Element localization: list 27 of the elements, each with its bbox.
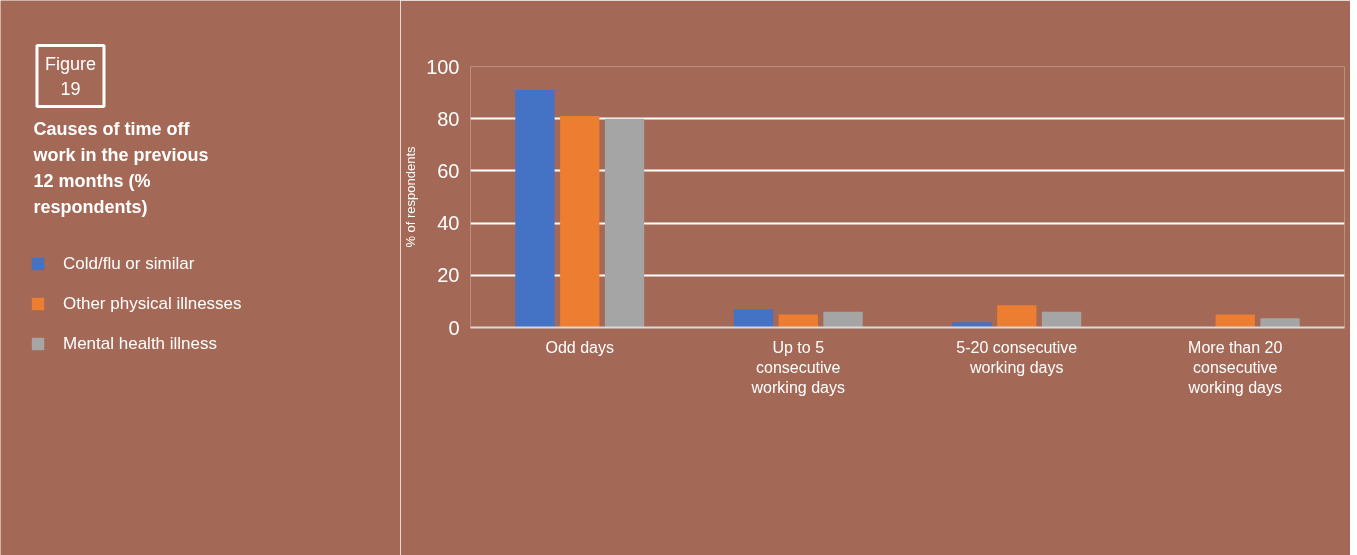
bar xyxy=(604,118,645,328)
y-tick-label: 80 xyxy=(437,107,460,130)
legend-label: Cold/flu or similar xyxy=(63,253,195,274)
caption: Figure 19 xyxy=(44,53,97,99)
y-tick-label: 60 xyxy=(437,159,460,182)
x-tick-label: More than 20 consecutive working days xyxy=(1187,338,1283,397)
y-tick-label: 100 xyxy=(426,55,460,78)
bar xyxy=(1260,318,1300,328)
bar xyxy=(778,314,818,328)
bar xyxy=(515,89,555,328)
text: Causes of time off work in the previous 12 months (% respondents) xyxy=(32,118,209,217)
bar xyxy=(997,305,1037,328)
x-tick-label: Odd days xyxy=(545,338,614,356)
legend-label: Other physical illnesses xyxy=(63,293,242,314)
y-axis-title: % of respondents xyxy=(403,145,419,248)
bar xyxy=(1041,311,1082,328)
y-tick-label: 20 xyxy=(437,264,460,287)
bar xyxy=(560,116,600,328)
bar xyxy=(952,322,992,328)
bar xyxy=(1215,314,1255,328)
y-tick-label: 0 xyxy=(448,316,460,339)
x-tick-label: Up to 5 consecutive working days xyxy=(750,338,845,397)
bar xyxy=(733,309,774,328)
legend-label: Mental health illness xyxy=(63,333,218,354)
y-tick-label: 40 xyxy=(437,212,460,235)
bar xyxy=(823,311,863,328)
x-tick-label: 5-20 consecutive working days xyxy=(956,338,1078,376)
